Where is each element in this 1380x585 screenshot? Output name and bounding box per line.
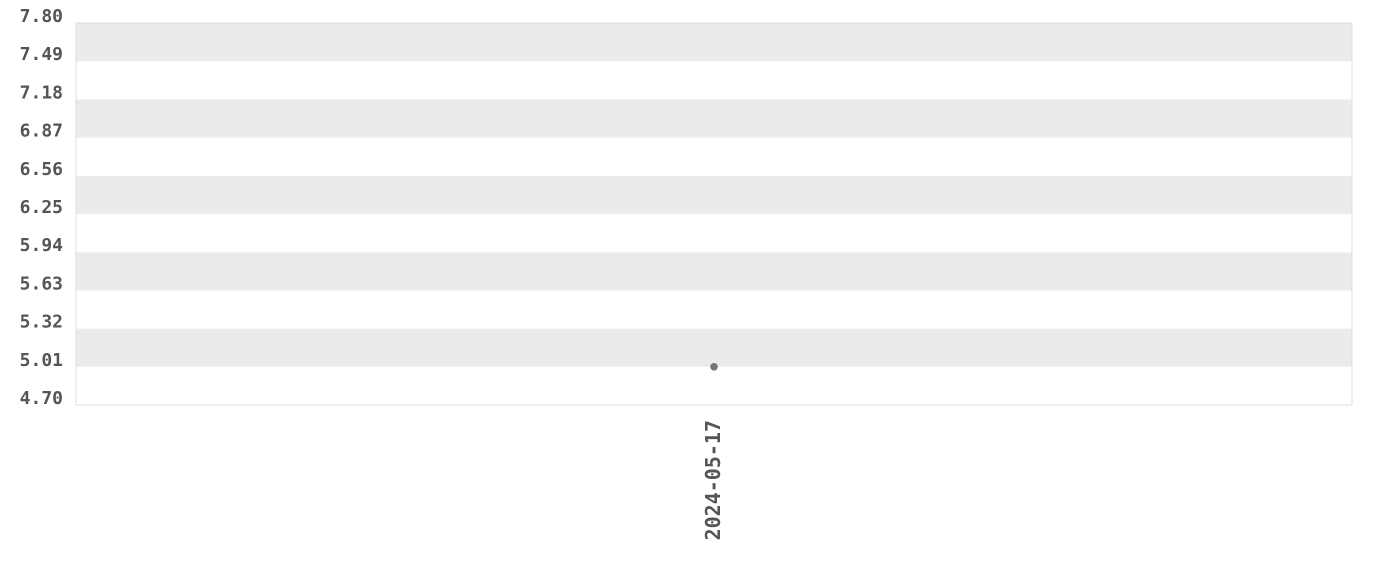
- y-tick-label: 5.01: [20, 350, 63, 371]
- x-axis: 2024-05-17: [701, 420, 725, 540]
- y-tick-label: 5.63: [20, 273, 63, 294]
- grid-band: [76, 175, 1352, 214]
- y-tick-label: 5.94: [20, 235, 64, 256]
- y-tick-label: 5.32: [20, 312, 63, 333]
- y-tick-label: 7.80: [20, 6, 63, 27]
- y-tick-label: 7.18: [20, 82, 63, 103]
- grid-band: [76, 252, 1352, 291]
- grid-band: [76, 61, 1352, 100]
- data-point[interactable]: [710, 363, 718, 371]
- x-tick-label: 2024-05-17: [701, 420, 725, 540]
- grid-band: [76, 23, 1352, 62]
- grid-band: [76, 214, 1352, 253]
- y-tick-label: 6.87: [20, 121, 63, 142]
- data-points: [710, 363, 718, 371]
- y-tick-label: 6.56: [20, 159, 63, 180]
- grid-band: [76, 328, 1352, 367]
- y-tick-label: 7.49: [20, 44, 63, 65]
- grid-band: [76, 137, 1352, 176]
- grid-band: [76, 290, 1352, 329]
- plot-border: [75, 22, 1353, 406]
- y-tick-label: 6.25: [20, 197, 63, 218]
- grid-band: [76, 99, 1352, 138]
- y-tick-label: 4.70: [20, 388, 63, 409]
- grid-band: [76, 366, 1352, 405]
- y-axis: 4.70 5.01 5.32 5.63 5.94 6.25 6.56 6.87 7.18 7.49…: [20, 6, 64, 409]
- grid-bands: [76, 23, 1352, 405]
